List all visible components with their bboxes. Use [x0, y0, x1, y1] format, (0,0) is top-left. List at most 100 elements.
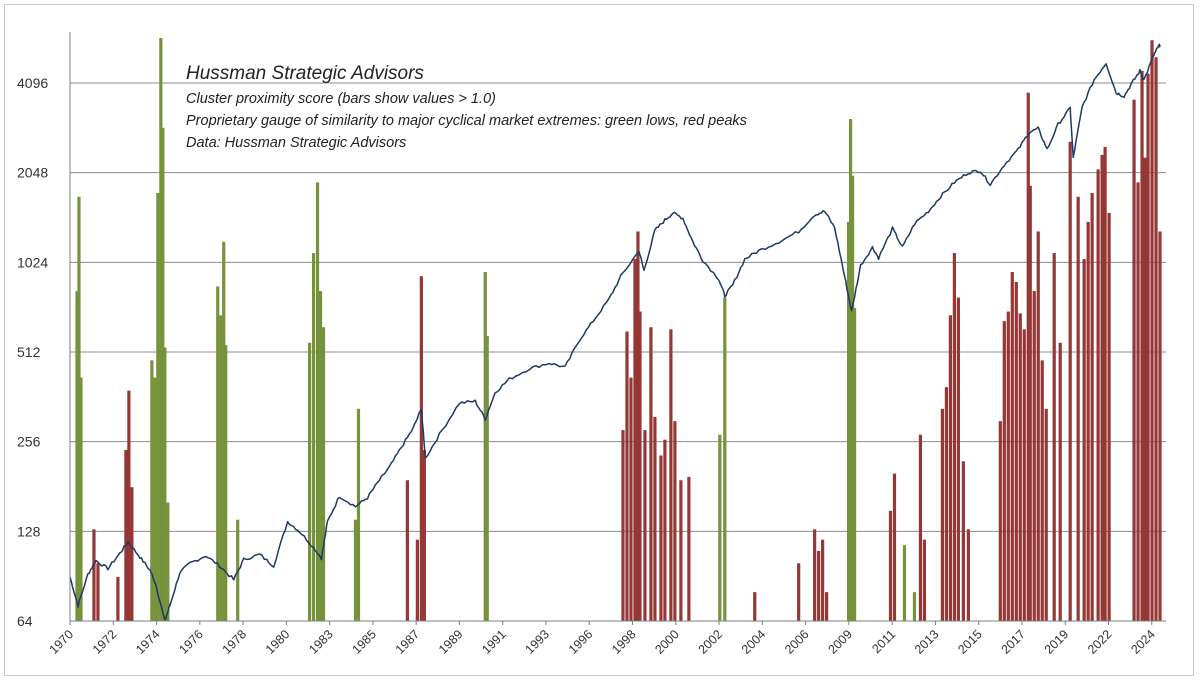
green-bar [166, 502, 170, 621]
x-tick-label: 1983 [306, 627, 336, 657]
green-bar [153, 377, 157, 621]
red-bar [1132, 99, 1136, 621]
red-bar [1026, 92, 1030, 622]
red-bar [1018, 313, 1022, 621]
red-bar [1103, 146, 1107, 621]
x-tick-label: 1987 [393, 627, 423, 657]
red-bar [621, 430, 625, 621]
red-bar [817, 550, 821, 621]
line-layer [69, 43, 1161, 621]
x-tick-label: 2004 [739, 627, 769, 657]
red-bar [1107, 212, 1111, 621]
red-bar [643, 430, 647, 621]
red-bar [1002, 321, 1006, 621]
red-bar [1032, 291, 1036, 621]
chart-subtitle-2: Proprietary gauge of similarity to major… [186, 113, 747, 129]
red-bar [687, 476, 691, 621]
red-bar [952, 253, 956, 622]
red-bar [669, 329, 673, 621]
x-tick-label: 2015 [955, 627, 985, 657]
red-bar [96, 563, 100, 621]
red-bar [1150, 40, 1154, 621]
green-bar [723, 297, 727, 621]
price-line [69, 43, 1161, 621]
red-bar [422, 450, 426, 621]
x-tick-label: 2002 [696, 627, 726, 657]
red-bar [797, 563, 801, 621]
x-tick-label: 2022 [1085, 627, 1115, 657]
red-bar [1090, 193, 1094, 621]
red-bar [1040, 360, 1044, 621]
red-bar [1010, 272, 1014, 621]
red-bar [1140, 70, 1144, 621]
red-bar [1146, 73, 1150, 621]
x-tick-label: 1993 [523, 627, 553, 657]
x-tick-label: 1991 [479, 627, 509, 657]
red-bar [649, 327, 653, 621]
x-tick-label: 2006 [782, 627, 812, 657]
red-bar [825, 592, 829, 621]
green-bar [912, 592, 917, 621]
red-bar [1086, 221, 1090, 621]
red-bar [1100, 154, 1104, 622]
green-bar [307, 342, 312, 621]
x-tick-label: 2024 [1128, 627, 1158, 657]
green-bar [902, 545, 907, 621]
green-bar [315, 182, 320, 621]
red-bar [1006, 311, 1010, 621]
chart-subtitle-3: Data: Hussman Strategic Advisors [186, 135, 406, 151]
green-bar [356, 408, 361, 621]
red-bar [638, 311, 642, 621]
red-bar [948, 315, 952, 621]
red-bar [888, 510, 893, 621]
red-bar [1154, 57, 1158, 622]
red-bar [116, 576, 120, 621]
red-bar [1082, 259, 1086, 621]
x-tick-label: 2009 [825, 627, 855, 657]
red-bar [130, 487, 134, 621]
green-bar [718, 434, 722, 621]
green-bar [318, 291, 323, 621]
red-bar [1143, 157, 1147, 621]
y-tick-label: 4096 [17, 75, 48, 91]
red-bar [663, 439, 667, 621]
red-bar [944, 387, 949, 621]
x-tick-label: 2013 [912, 627, 942, 657]
red-bar [1058, 342, 1062, 621]
y-tick-label: 256 [17, 434, 41, 450]
red-bar [1096, 169, 1100, 621]
green-bar [224, 345, 228, 621]
red-bar [1044, 408, 1048, 621]
green-bar [321, 327, 326, 621]
green-bar [75, 291, 79, 621]
red-bar [659, 455, 663, 621]
red-bar [1022, 329, 1026, 621]
chart-title: Hussman Strategic Advisors [186, 63, 424, 84]
x-tick-label: 2000 [652, 627, 682, 657]
green-bar [483, 272, 487, 621]
red-bar [636, 231, 640, 621]
y-tick-label: 64 [17, 613, 33, 629]
green-bar [222, 241, 226, 621]
red-bar [956, 297, 960, 621]
red-bar [127, 390, 131, 621]
red-bar [405, 480, 409, 621]
red-bar [1068, 141, 1072, 621]
red-bar [1076, 196, 1080, 621]
x-tick-label: 1972 [90, 627, 120, 657]
x-tick-label: 1974 [133, 627, 163, 657]
y-tick-label: 1024 [17, 254, 48, 270]
x-tick-label: 1989 [436, 627, 466, 657]
y-tick-label: 512 [17, 344, 41, 360]
y-tick-label: 2048 [17, 165, 48, 181]
red-bar [633, 259, 637, 621]
green-bar [850, 175, 855, 621]
red-bar [1136, 182, 1140, 621]
red-bar [966, 529, 970, 621]
green-bar [161, 127, 165, 621]
x-tick-label: 1980 [263, 627, 293, 657]
red-bar [1036, 231, 1040, 621]
x-tick-label: 1996 [566, 627, 596, 657]
green-bar [311, 253, 316, 622]
